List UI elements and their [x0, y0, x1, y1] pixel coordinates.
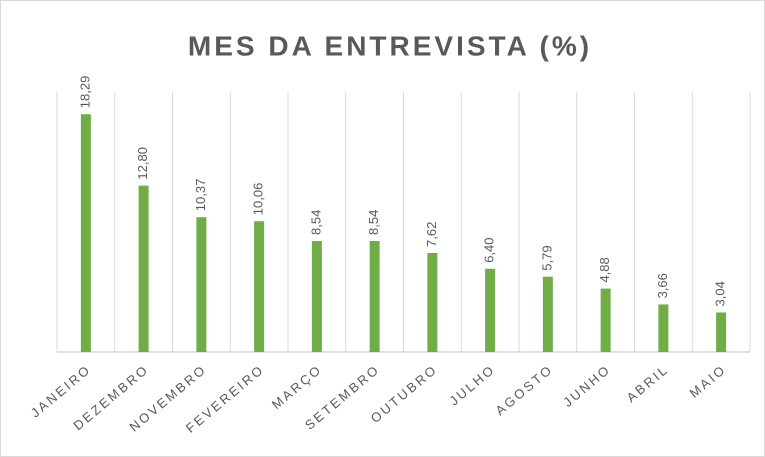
bar	[254, 221, 265, 352]
bar	[485, 268, 496, 352]
value-label: 4,88	[597, 257, 612, 282]
value-label: 3,04	[713, 281, 728, 306]
bar	[138, 185, 149, 352]
value-label: 8,54	[366, 210, 381, 235]
value-label: 12,80	[135, 147, 150, 180]
value-label: 6,40	[482, 237, 497, 262]
bar	[311, 240, 322, 352]
value-label: 18,29	[77, 76, 92, 109]
value-label: 10,37	[193, 179, 208, 212]
value-label: 5,79	[539, 245, 554, 270]
chart-title: MES DA ENTREVISTA (%)	[188, 30, 592, 61]
bar	[196, 217, 207, 352]
value-label: 3,66	[655, 273, 670, 298]
value-label: 7,62	[424, 222, 439, 247]
bar	[716, 312, 727, 352]
bar	[658, 304, 669, 352]
bar	[427, 252, 438, 352]
bar	[542, 276, 553, 352]
value-label: 8,54	[308, 210, 323, 235]
value-label: 10,06	[251, 183, 266, 216]
bar	[80, 114, 91, 352]
bar	[600, 288, 611, 352]
bar	[369, 240, 380, 352]
